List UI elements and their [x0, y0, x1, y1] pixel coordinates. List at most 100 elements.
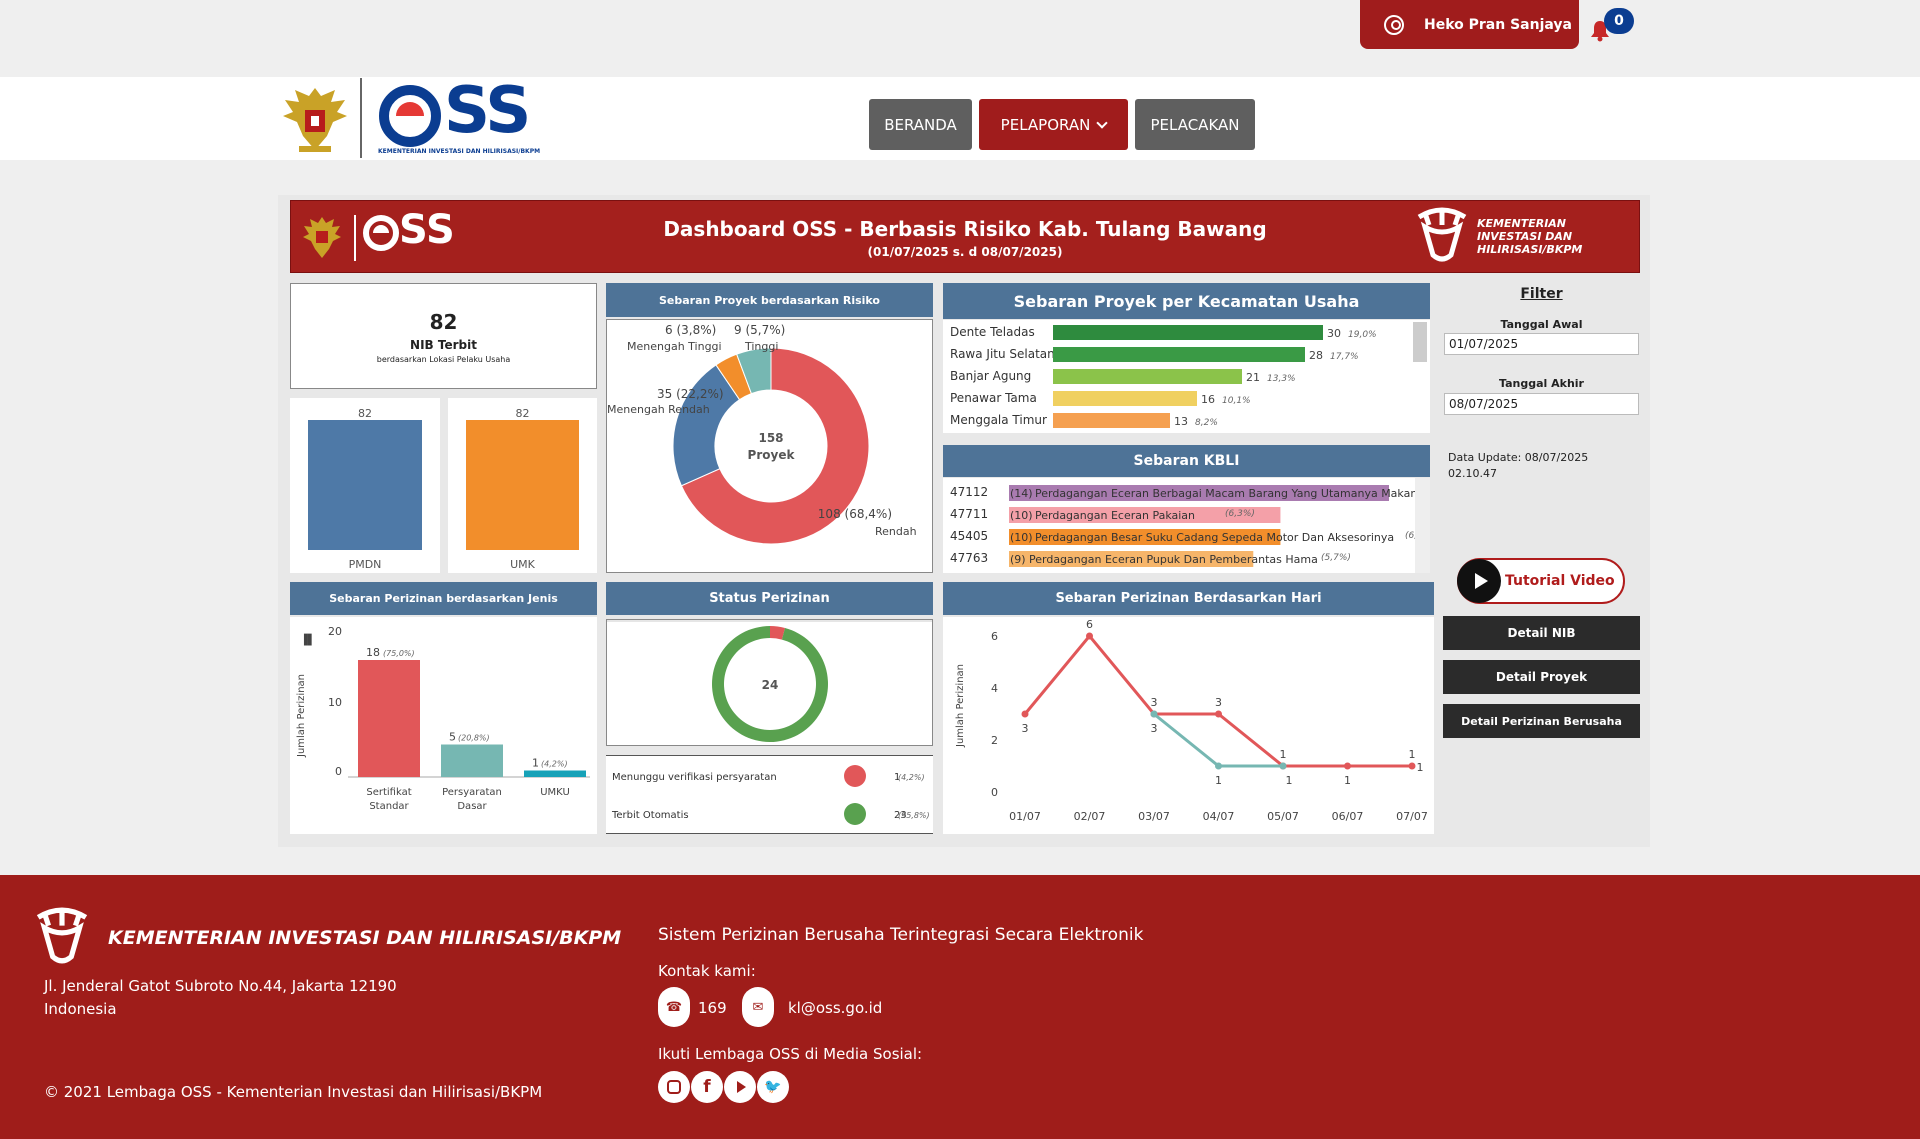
kecamatan-bar — [1053, 391, 1197, 406]
kecamatan-bar — [1053, 347, 1305, 362]
hari-y-tick: 2 — [991, 734, 998, 747]
nib-panel: 82 NIB Terbit berdasarkan Lokasi Pelaku … — [290, 283, 597, 389]
hari-point — [1408, 762, 1416, 770]
risk-donut-chart[interactable]: 158 Proyek 108 (68,4%) Rendah 35 (22,2%) Mene… — [607, 320, 932, 572]
hari-point — [1344, 762, 1351, 770]
bkpm-footer-logo-icon — [36, 907, 88, 964]
kecamatan-bar — [1053, 369, 1242, 384]
jenis-bar-value: 1 — [532, 757, 539, 770]
user-menu-button[interactable]: Heko Pran Sanjaya — [1360, 0, 1579, 49]
nav-pelacakan[interactable]: PELACAKAN — [1135, 99, 1255, 150]
jenis-bar-pct: (4,2%) — [541, 760, 568, 769]
twitter-icon[interactable]: 🐦 — [757, 1071, 789, 1103]
oss-logo[interactable]: SS KEMENTERIAN INVESTASI DAN HILIRISASI/… — [360, 74, 541, 160]
nav-pelaporan-label: PELAPORAN — [1000, 115, 1091, 134]
detail-perizinan-button[interactable]: Detail Perizinan Berusaha — [1443, 704, 1640, 738]
risk-panel: 158 Proyek 108 (68,4%) Rendah 35 (22,2%) Mene… — [606, 319, 933, 573]
hari-x-tick: 03/07 — [1138, 810, 1170, 823]
kecamatan-name: Rawa Jitu Selatan — [950, 347, 1055, 361]
hari-y-label: Jumlah Perizinan — [955, 664, 966, 748]
footer-email[interactable]: kl@oss.go.id — [788, 999, 883, 1017]
status-donut-chart[interactable]: 24 — [607, 620, 932, 745]
start-date-input[interactable]: 01/07/2025 — [1444, 333, 1639, 355]
kecamatan-name: Banjar Agung — [950, 369, 1031, 383]
oss-circle-icon — [379, 85, 441, 147]
jenis-bar-value: 5 — [449, 731, 456, 744]
nib-umk-panel: 82 UMK — [448, 398, 597, 573]
tutorial-label: Tutorial Video — [1505, 573, 1615, 589]
chevron-down-icon — [1096, 116, 1108, 129]
kbli-count: (10) — [1010, 531, 1033, 544]
end-date-label: Tanggal Akhir — [1499, 377, 1584, 390]
status-center: 24 — [762, 678, 779, 692]
hari-point-label: 1 — [1280, 748, 1287, 761]
tutorial-video-button[interactable]: Tutorial Video — [1457, 558, 1625, 604]
kbli-bar — [1009, 507, 1281, 523]
kecamatan-name: Penawar Tama — [950, 391, 1037, 405]
footer-address-1: Jl. Jenderal Gatot Subroto No.44, Jakart… — [44, 977, 397, 995]
jenis-bar-chart[interactable]: Jumlah Perizinan ▐▌ 20 10 0 18 (75,0%) Sertifik… — [290, 617, 597, 834]
kecamatan-panel: Dente Teladas 30 19,0% Rawa Jitu Selatan 28 1… — [943, 320, 1430, 433]
status-item-value: 23 — [894, 810, 907, 821]
mail-icon[interactable]: ✉ — [742, 987, 774, 1027]
nib-pmdn-panel: 82 PMDN — [290, 398, 440, 573]
footer-contact-label: Kontak kami: — [658, 962, 756, 980]
risk-slice-name: Rendah — [875, 525, 917, 538]
kbli-bar — [1009, 551, 1254, 567]
jenis-bar — [441, 744, 503, 777]
hari-point-label: 3 — [1022, 722, 1029, 735]
oss-logo-subtitle: KEMENTERIAN INVESTASI DAN HILIRISASI/BKP… — [378, 148, 541, 155]
youtube-icon[interactable] — [724, 1071, 756, 1103]
facebook-icon[interactable]: f — [691, 1071, 723, 1103]
end-date-input[interactable]: 08/07/2025 — [1444, 393, 1639, 415]
start-date-label: Tanggal Awal — [1500, 318, 1583, 331]
hari-point-label: 1 — [1286, 774, 1293, 787]
instagram-icon[interactable] — [658, 1071, 690, 1103]
nav-beranda[interactable]: BERANDA — [869, 99, 972, 150]
footer-social-label: Ikuti Lembaga OSS di Media Sosial: — [658, 1045, 923, 1063]
kbli-bar-chart[interactable]: 47112 (14) Perdagangan Eceran Berbagai Mac… — [943, 478, 1431, 573]
notification-badge[interactable]: 0 — [1604, 8, 1634, 34]
kbli-name: Perdagangan Eceran Pupuk Dan Pemberantas… — [1029, 553, 1318, 566]
status-item-pct: (95,8%) — [898, 811, 930, 820]
nib-bar — [308, 420, 422, 550]
kecamatan-bar — [1053, 413, 1170, 428]
jenis-bar-label: Sertifikat — [366, 787, 411, 798]
hari-line-chart[interactable]: Jumlah Perizinan 6 4 2 0 01/07 02/07 03/07 04/07… — [943, 617, 1434, 834]
footer-copyright: © 2021 Lembaga OSS - Kementerian Investa… — [44, 1083, 543, 1101]
hari-point-label: 6 — [1086, 618, 1093, 631]
detail-nib-button[interactable]: Detail NIB — [1443, 616, 1640, 650]
nib-bar-label: PMDN — [349, 558, 382, 571]
scrollbar — [1413, 322, 1427, 362]
risk-slice-label: 6 (3,8%) — [665, 323, 716, 337]
hari-point-label: 1 — [1417, 761, 1424, 774]
jenis-bar-label: Persyaratan — [442, 787, 502, 798]
footer-phone[interactable]: 169 — [698, 999, 727, 1017]
jenis-y-tick: 20 — [328, 625, 342, 638]
hari-x-tick: 05/07 — [1267, 810, 1299, 823]
jenis-bar-label: Standar — [369, 801, 409, 812]
jenis-title: Sebaran Perizinan berdasarkan Jenis — [290, 582, 597, 615]
status-legend: Menunggu verifikasi persyaratan 1(4,2%) Te… — [611, 765, 930, 825]
jenis-panel: Jumlah Perizinan ▐▌ 20 10 0 18 (75,0%) Sertifik… — [290, 617, 597, 834]
risk-title: Sebaran Proyek berdasarkan Risiko — [606, 283, 933, 317]
kecamatan-value: 30 — [1327, 327, 1341, 340]
hari-point-label: 1 — [1344, 774, 1351, 787]
kecamatan-name: Menggala Timur — [950, 413, 1047, 427]
phone-icon[interactable]: ☎ — [658, 987, 690, 1027]
kecamatan-bar-chart[interactable]: Dente Teladas 30 19,0% Rawa Jitu Selatan 28 1… — [943, 320, 1430, 433]
nav-pelaporan[interactable]: PELAPORAN — [979, 99, 1128, 150]
jenis-bar-label: Dasar — [457, 801, 487, 812]
kbli-pct: (5,7%) — [1321, 553, 1351, 563]
jenis-bar-pct: (20,8%) — [458, 734, 490, 743]
risk-center-value: 158 — [758, 431, 783, 445]
footer: KEMENTERIAN INVESTASI DAN HILIRISASI/BKP… — [0, 875, 1920, 1139]
play-icon — [1457, 559, 1501, 603]
kbli-count: (9) — [1010, 553, 1026, 566]
nib-bar-value: 82 — [516, 407, 530, 420]
detail-proyek-button[interactable]: Detail Proyek — [1443, 660, 1640, 694]
risk-slice — [680, 347, 870, 545]
scrollbar — [1415, 478, 1430, 573]
jenis-bar — [358, 660, 420, 777]
risk-slice — [736, 347, 772, 395]
